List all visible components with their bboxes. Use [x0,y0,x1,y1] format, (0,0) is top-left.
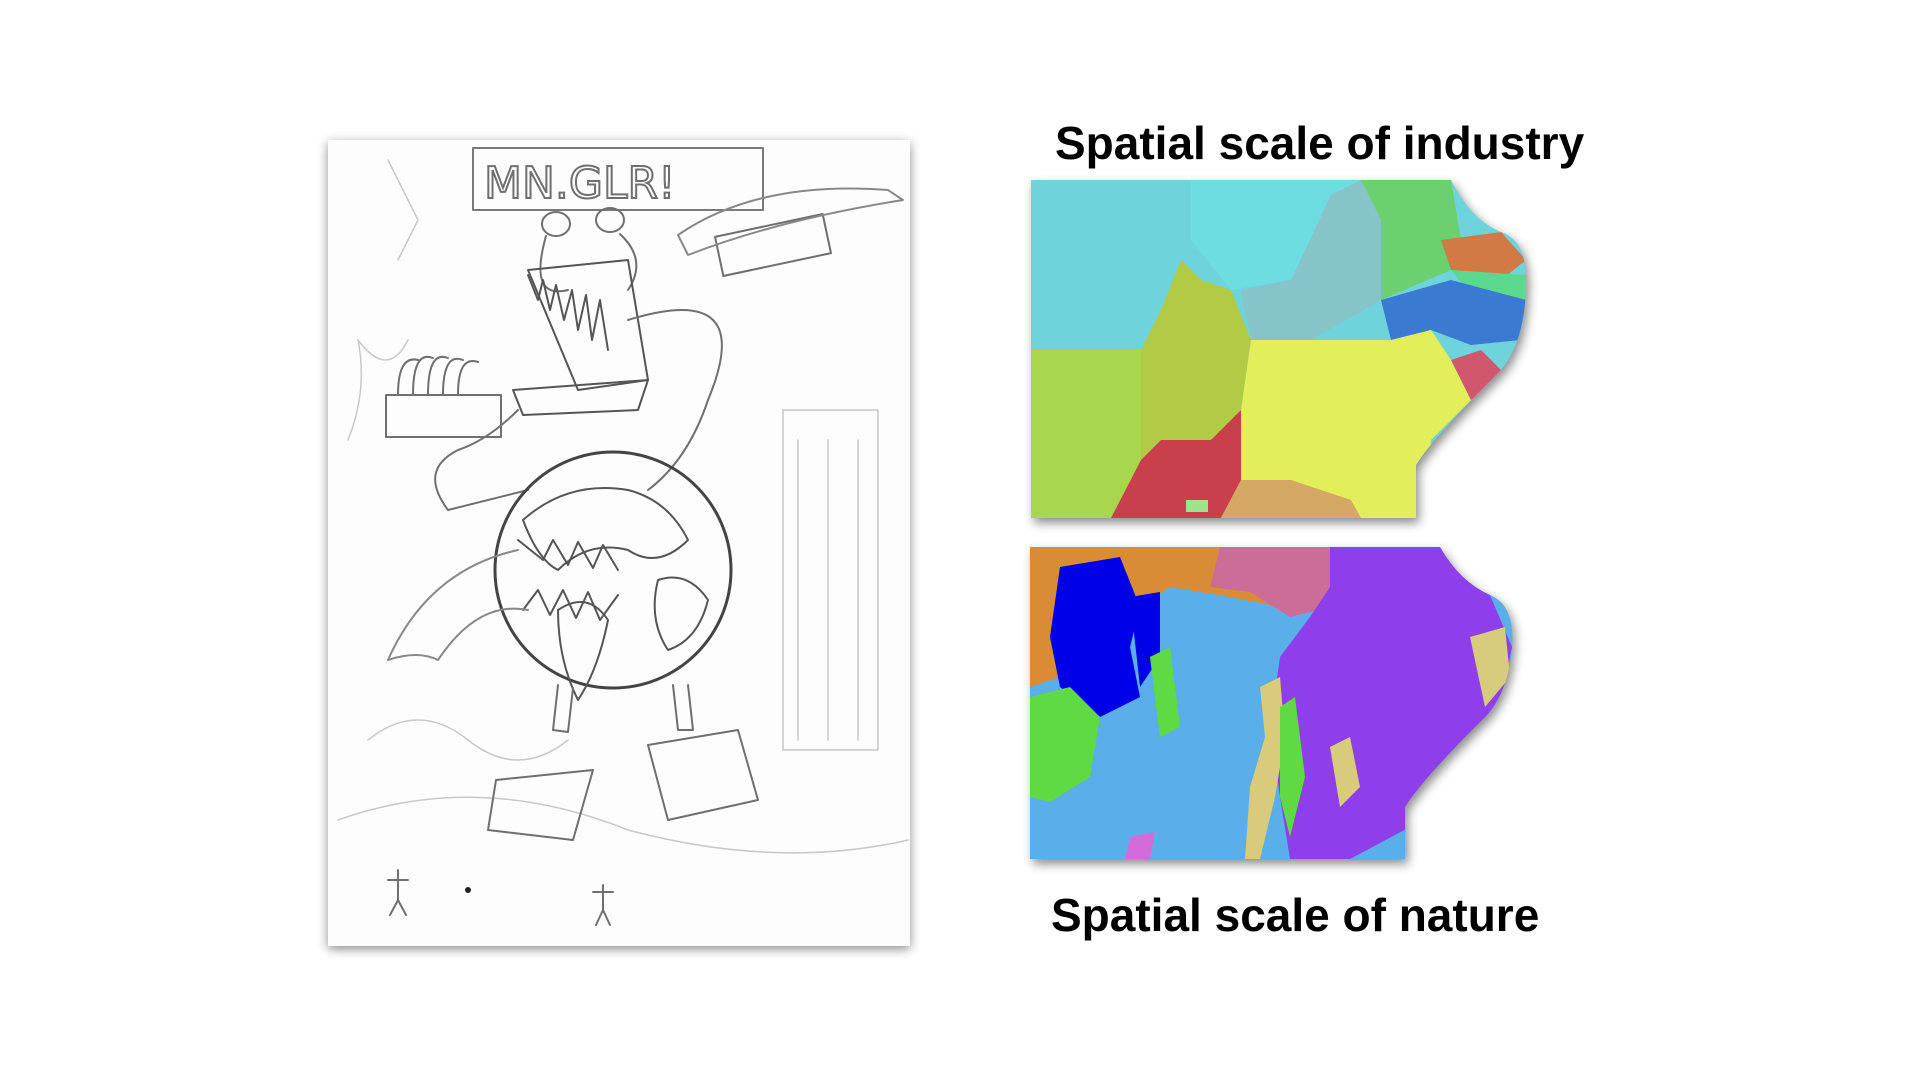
nature-map-svg [1030,547,1513,859]
nature-scale-map [1030,547,1526,859]
industry-map-svg [1031,180,1526,518]
sign-text: MN.GLR! [484,158,676,209]
caption-industry: Spatial scale of industry [1055,117,1585,169]
sketch-drawing: MN.GLR! [328,140,910,946]
caption-nature: Spatial scale of nature [1051,889,1540,941]
industry-scale-map [1031,180,1529,518]
monster-globe-sketch: MN.GLR! [337,147,909,926]
